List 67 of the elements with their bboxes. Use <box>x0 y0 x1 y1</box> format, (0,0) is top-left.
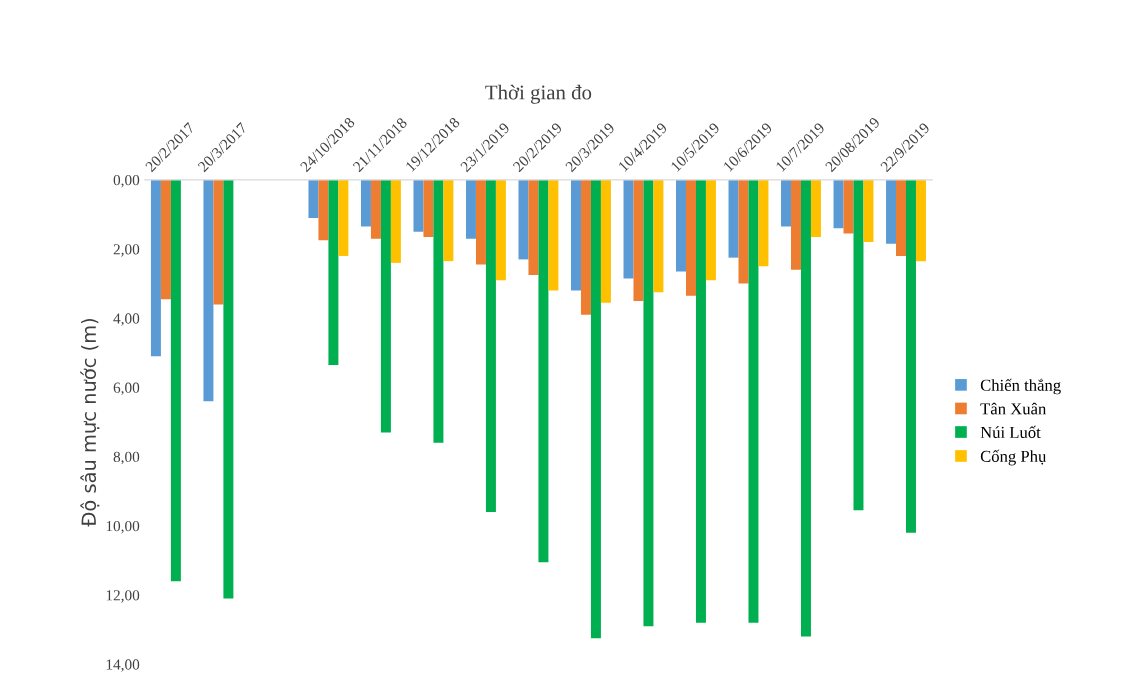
bar <box>623 179 634 279</box>
y-tick-label: 14,00 <box>106 659 140 672</box>
bar <box>896 179 906 256</box>
bar <box>800 179 811 637</box>
bar <box>833 179 844 229</box>
bar <box>738 179 749 284</box>
x-axis-title: Thời gian đo <box>485 84 592 104</box>
bar <box>748 179 759 623</box>
bar <box>676 179 686 272</box>
bar <box>380 179 391 433</box>
bar <box>328 179 339 365</box>
bar <box>695 179 706 623</box>
y-tick-label: 2,00 <box>113 244 140 257</box>
bar <box>223 179 234 599</box>
bar <box>308 179 319 218</box>
bar <box>528 179 539 275</box>
bar <box>548 179 559 291</box>
bar <box>338 179 349 256</box>
bar <box>423 179 434 237</box>
bar <box>643 179 654 627</box>
bar <box>465 179 476 239</box>
legend-label: Tân Xuân <box>980 402 1047 415</box>
bar <box>518 179 529 260</box>
bar <box>413 179 424 232</box>
bar <box>203 179 214 402</box>
bar <box>580 179 591 315</box>
y-tick-label: 10,00 <box>106 520 140 534</box>
legend-label: Núi Luốt <box>980 425 1041 439</box>
bar <box>390 179 401 263</box>
bar <box>170 179 181 582</box>
y-tick-label: 4,00 <box>113 313 140 326</box>
bar <box>485 179 496 512</box>
bar <box>318 179 329 241</box>
bar <box>791 179 801 270</box>
bar <box>781 179 792 227</box>
bar <box>906 179 916 533</box>
bar <box>758 179 769 267</box>
bar <box>443 179 454 262</box>
bar <box>590 179 601 639</box>
bar <box>571 179 581 291</box>
bar <box>915 179 926 262</box>
bar <box>810 179 821 237</box>
bar <box>160 179 171 300</box>
bar <box>600 179 611 303</box>
bar <box>705 179 716 281</box>
bar <box>853 179 864 511</box>
bar <box>213 179 224 305</box>
y-tick-label: 12,00 <box>106 590 140 603</box>
bar <box>475 179 486 265</box>
bar <box>495 179 506 281</box>
legend-label: Cống Phụ <box>980 449 1047 466</box>
y-tick-label: 0,00 <box>113 174 140 188</box>
legend-label: Chiến thắng <box>980 378 1061 395</box>
bar <box>633 179 644 301</box>
y-tick-label: 8,00 <box>113 451 140 465</box>
bar <box>886 179 897 244</box>
bar <box>653 179 664 293</box>
y-tick-label: 6,00 <box>113 382 140 396</box>
bar <box>728 179 739 258</box>
bar <box>538 179 549 563</box>
bar <box>863 179 874 243</box>
bar <box>370 179 381 239</box>
bar <box>150 179 161 357</box>
y-axis-title: Độ sâu mực nước (m) <box>80 319 100 527</box>
bar <box>685 179 696 296</box>
bar <box>433 179 444 443</box>
bar <box>360 179 371 227</box>
